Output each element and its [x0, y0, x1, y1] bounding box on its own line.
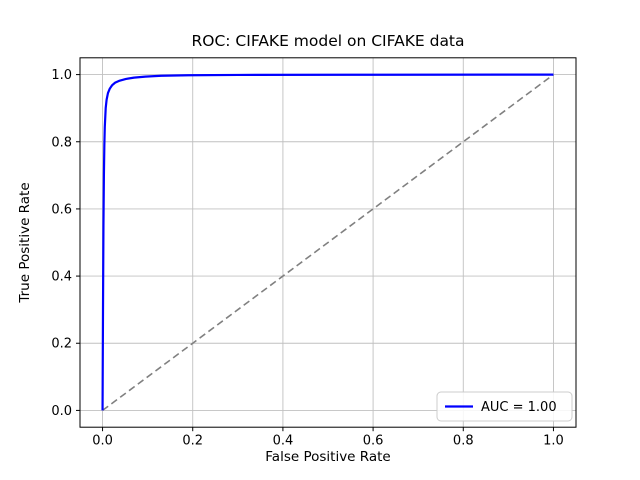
x-tick-label: 1.0 [543, 434, 564, 449]
legend-box [436, 391, 573, 422]
chart-title: ROC: CIFAKE model on CIFAKE data [191, 32, 464, 50]
roc-curve [101, 73, 554, 411]
series-lines [101, 73, 554, 412]
x-tick-label: 0.4 [273, 434, 294, 449]
chance-diagonal [102, 73, 554, 412]
x-tick-label: 0.0 [92, 434, 113, 449]
legend-entry-label: AUC = 1.00 [481, 400, 557, 415]
legend: AUC = 1.00 [436, 391, 573, 422]
axis-ticks: 0.0 0.2 0.4 0.6 0.8 1.0 0.0 0.2 0.4 0.6 0.8 1.0 [51, 68, 563, 449]
y-tick-label: 0.8 [51, 135, 72, 150]
x-tick-label: 0.6 [363, 434, 384, 449]
y-tick-label: 0.0 [51, 404, 72, 419]
x-axis-label: False Positive Rate [265, 449, 390, 465]
plot-border [79, 57, 577, 428]
y-tick-label: 0.2 [51, 337, 72, 352]
y-tick-label: 0.4 [51, 270, 72, 285]
y-tick-label: 1.0 [51, 68, 72, 83]
y-axis-label: True Positive Rate [17, 182, 33, 303]
gridlines [80, 57, 576, 428]
x-tick-label: 0.2 [182, 434, 203, 449]
y-tick-label: 0.6 [51, 202, 72, 217]
x-tick-label: 0.8 [453, 434, 474, 449]
